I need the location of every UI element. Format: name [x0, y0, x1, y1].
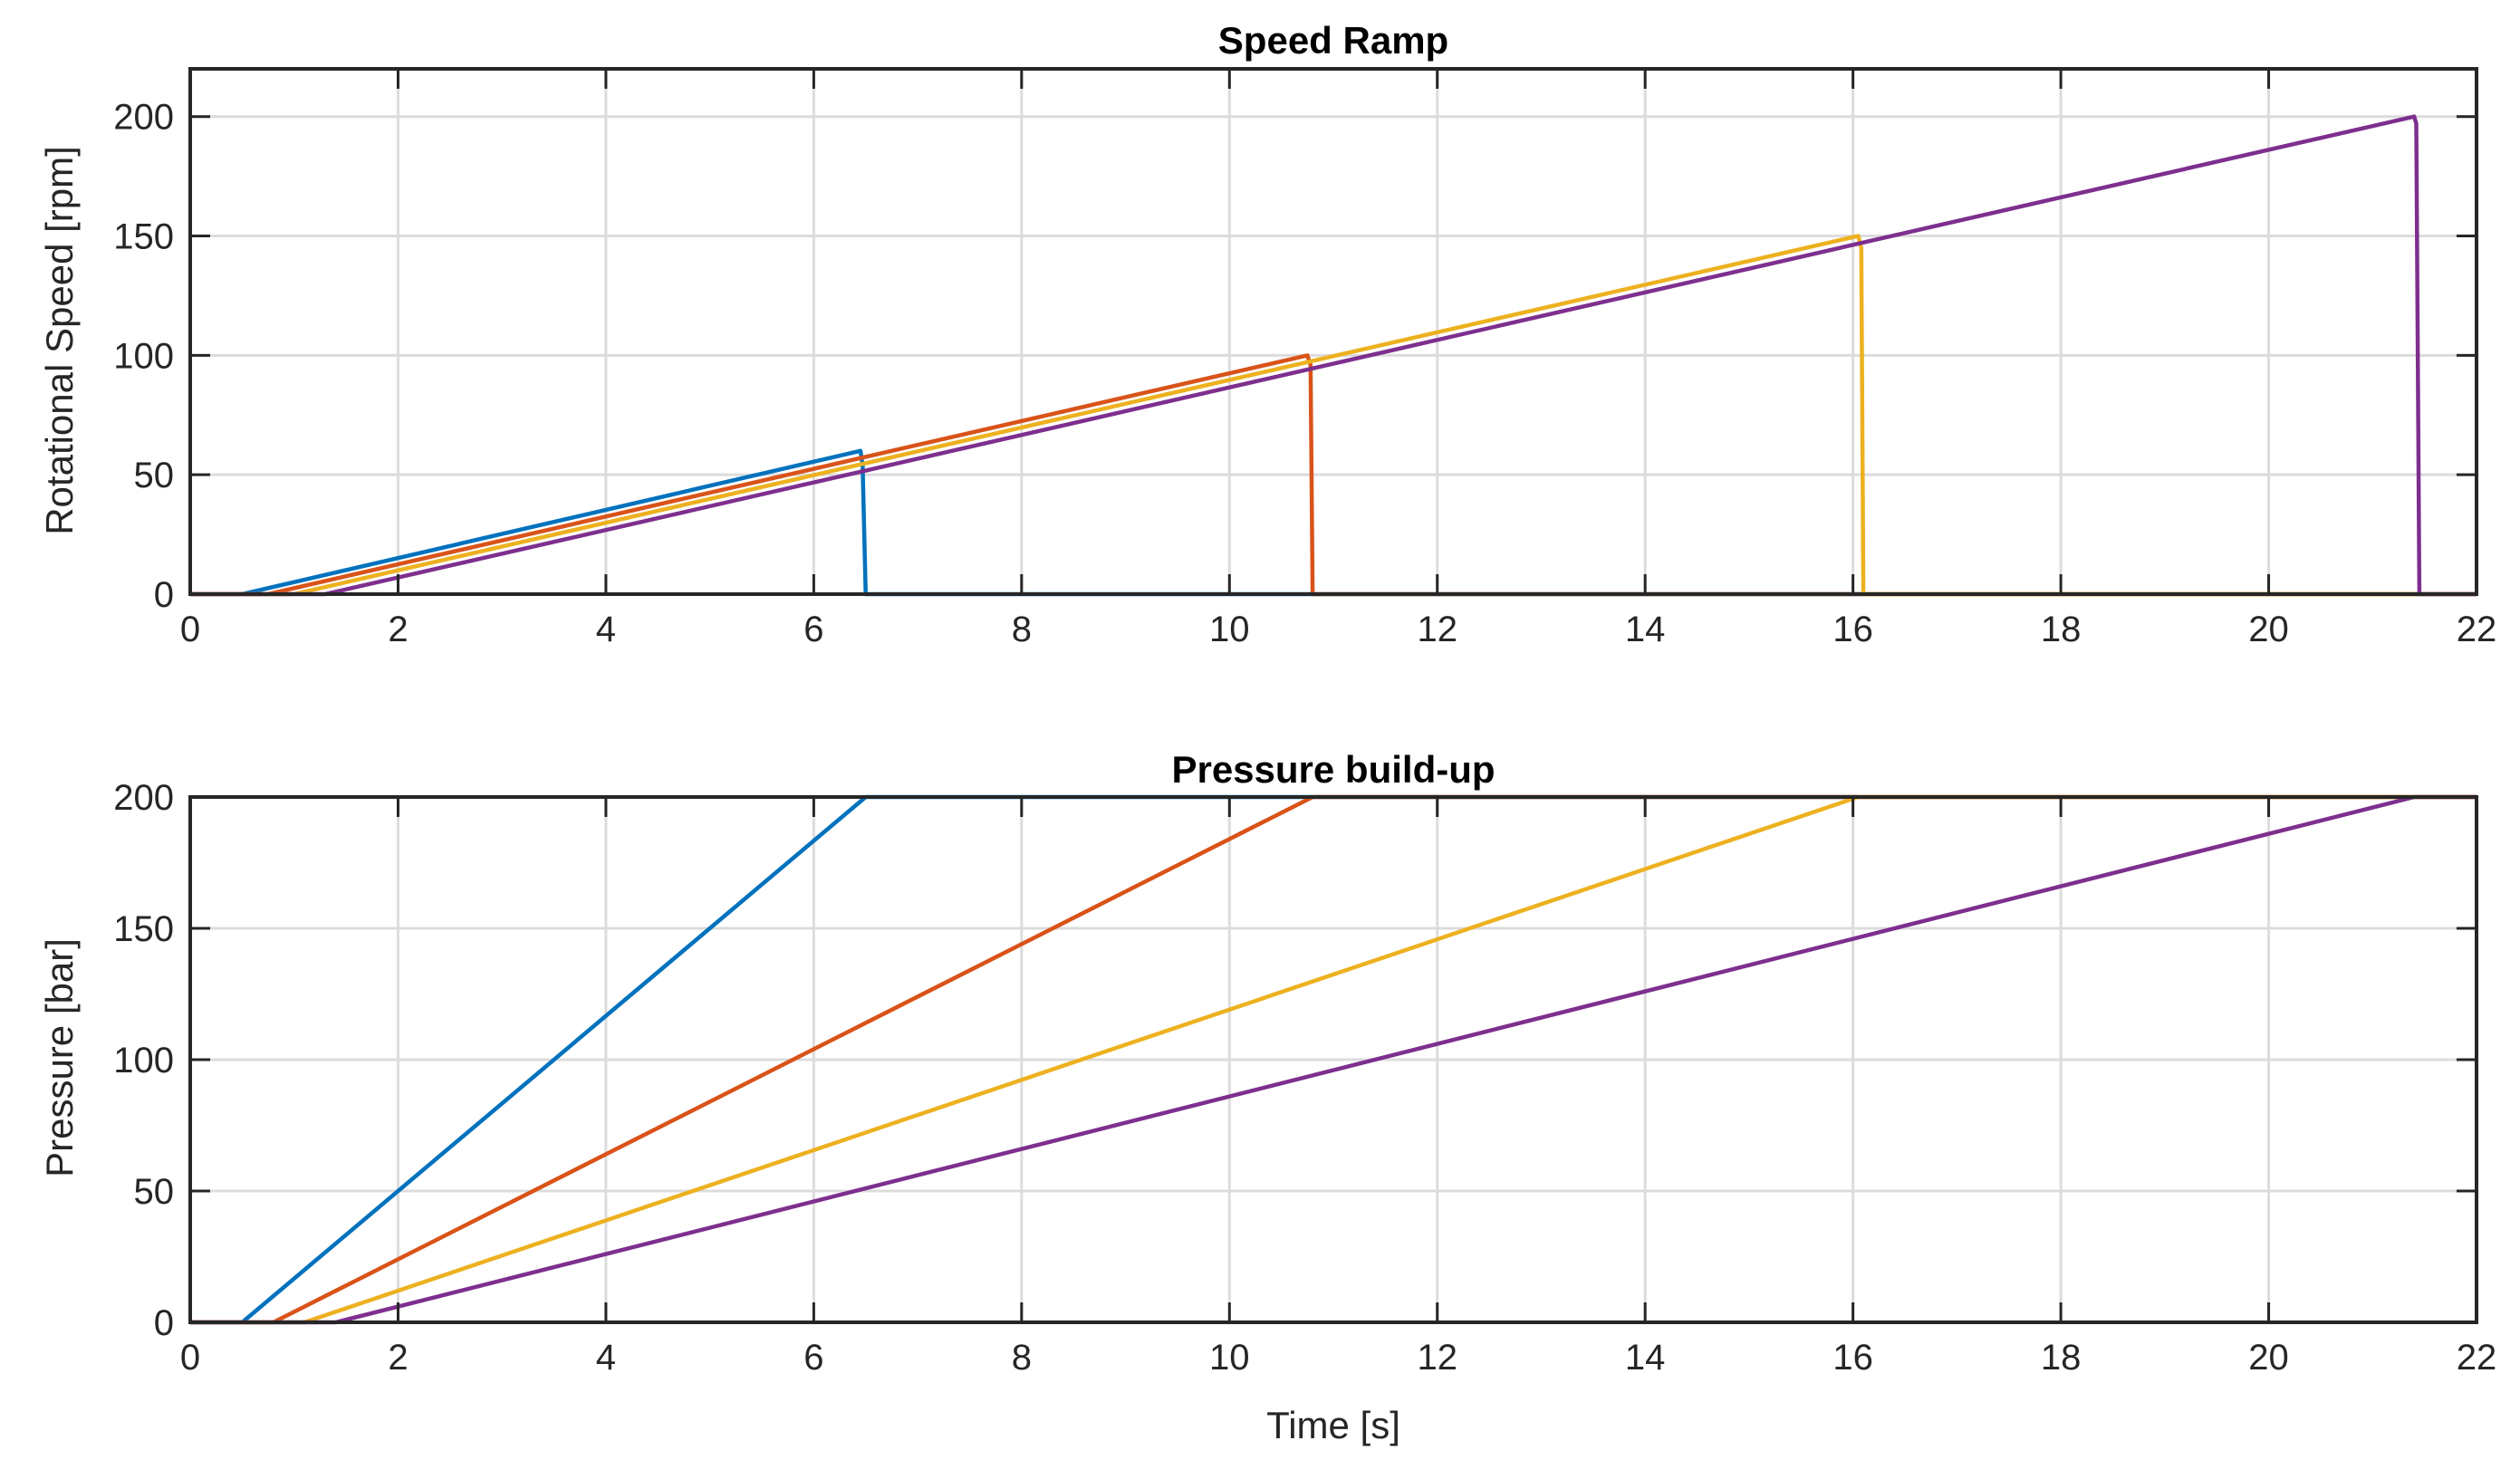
speed-ramp-ytick-label: 200	[113, 98, 174, 138]
pressure-panel: Pressure build-up Pressure [bar] Time [s…	[38, 748, 2496, 1446]
pressure-xtick-label: 6	[803, 1338, 823, 1378]
pressure-xtick-label: 2	[388, 1338, 408, 1378]
speed-ramp-series-line-3	[190, 234, 2477, 597]
time-xlabel: Time [s]	[1266, 1404, 1400, 1446]
pressure-xtick-label: 22	[2457, 1338, 2497, 1378]
speed-ramp-xtick-label: 8	[1012, 610, 1032, 649]
speed-ramp-xtick-label: 0	[180, 610, 200, 649]
speed-ramp-xtick-label: 16	[1832, 610, 1873, 649]
speed-ramp-xtick-label: 22	[2457, 610, 2497, 649]
speed-ramp-xtick-label: 6	[803, 610, 823, 649]
speed-ramp-ytick-label: 100	[113, 336, 174, 376]
pressure-ytick-label: 100	[113, 1041, 174, 1080]
speed-ramp-series-line-1	[190, 448, 2477, 597]
pressure-xtick-label: 12	[1417, 1338, 1457, 1378]
pressure-xtick-label: 16	[1832, 1338, 1873, 1378]
pressure-title: Pressure build-up	[1171, 748, 1495, 791]
pressure-xtick-label: 10	[1209, 1338, 1250, 1378]
pressure-ytick-label: 50	[134, 1172, 175, 1212]
pressure-ytick-label: 200	[113, 778, 174, 818]
speed-ramp-panel: Speed Ramp Rotational Speed [rpm] 0 2 4 6 8 1…	[38, 19, 2496, 649]
speed-ramp-xtick-label: 14	[1625, 610, 1666, 649]
speed-ramp-ytick-label: 150	[113, 217, 174, 257]
speed-ramp-axes-frame	[188, 67, 2478, 596]
pressure-ytick-label: 150	[113, 909, 174, 949]
pressure-ytick-label: 0	[154, 1303, 174, 1343]
speed-ramp-xtick-label: 12	[1417, 610, 1457, 649]
speed-ramp-ylabel: Rotational Speed [rpm]	[38, 146, 81, 535]
pressure-xtick-label: 4	[596, 1338, 616, 1378]
pressure-xtick-label: 8	[1012, 1338, 1032, 1378]
pressure-ylabel: Pressure [bar]	[38, 938, 81, 1177]
speed-ramp-title: Speed Ramp	[1218, 19, 1448, 62]
pressure-xtick-label: 18	[2041, 1338, 2082, 1378]
speed-ramp-xtick-label: 2	[388, 610, 408, 649]
speed-ramp-ytick-label: 50	[134, 456, 175, 495]
pressure-xtick-label: 20	[2248, 1338, 2289, 1378]
pressure-xtick-label: 0	[180, 1338, 200, 1378]
speed-ramp-xtick-label: 10	[1209, 610, 1250, 649]
speed-ramp-xtick-label: 18	[2041, 610, 2082, 649]
speed-ramp-xtick-label: 4	[596, 610, 616, 649]
pressure-xtick-label: 14	[1625, 1338, 1666, 1378]
speed-ramp-xtick-label: 20	[2248, 610, 2289, 649]
speed-ramp-ytick-label: 0	[154, 575, 174, 615]
